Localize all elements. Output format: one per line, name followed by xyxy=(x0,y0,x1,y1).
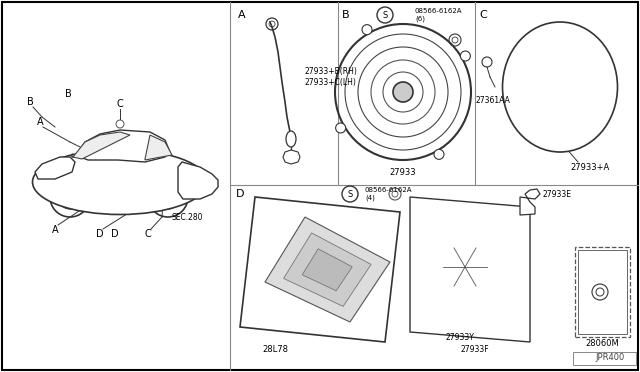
Text: 27933E: 27933E xyxy=(543,189,572,199)
Polygon shape xyxy=(284,233,371,307)
Circle shape xyxy=(460,51,470,61)
Text: A: A xyxy=(36,117,44,127)
Text: 27933F: 27933F xyxy=(461,346,490,355)
Text: C: C xyxy=(116,99,124,109)
Polygon shape xyxy=(35,157,75,179)
Bar xyxy=(575,247,630,337)
Text: D: D xyxy=(236,189,244,199)
Text: 27933+B(RH)
27933+C(LH): 27933+B(RH) 27933+C(LH) xyxy=(305,67,358,87)
Text: B: B xyxy=(342,10,349,20)
Polygon shape xyxy=(145,135,172,160)
Text: A: A xyxy=(52,225,58,235)
Text: B: B xyxy=(65,89,72,99)
Text: SEC.280: SEC.280 xyxy=(172,212,203,221)
Text: D: D xyxy=(96,229,104,239)
Text: 08566-6162A
(6): 08566-6162A (6) xyxy=(415,8,463,22)
Text: A: A xyxy=(238,10,246,20)
Polygon shape xyxy=(72,130,170,162)
Circle shape xyxy=(335,123,346,133)
Text: S: S xyxy=(348,189,353,199)
Bar xyxy=(38,168,52,176)
Polygon shape xyxy=(302,249,352,291)
Text: B: B xyxy=(27,97,33,107)
Text: 28L78: 28L78 xyxy=(262,346,288,355)
Text: S: S xyxy=(382,10,388,19)
Bar xyxy=(573,352,636,365)
Text: 27933: 27933 xyxy=(390,167,416,176)
Circle shape xyxy=(434,149,444,159)
Polygon shape xyxy=(73,132,130,159)
Text: C: C xyxy=(145,229,152,239)
Polygon shape xyxy=(410,197,530,342)
Text: 28060M: 28060M xyxy=(585,340,619,349)
Polygon shape xyxy=(265,217,390,322)
Ellipse shape xyxy=(33,150,207,215)
Polygon shape xyxy=(240,197,400,342)
Text: C: C xyxy=(479,10,487,20)
Text: 27361AA: 27361AA xyxy=(476,96,511,105)
Ellipse shape xyxy=(286,131,296,147)
Polygon shape xyxy=(178,162,218,199)
Text: 08566-6162A
(4): 08566-6162A (4) xyxy=(365,187,413,201)
Circle shape xyxy=(455,257,475,277)
Circle shape xyxy=(561,75,575,89)
Text: 27933Y: 27933Y xyxy=(445,333,474,341)
Bar xyxy=(578,250,627,334)
Text: 27933+A: 27933+A xyxy=(570,163,610,171)
Text: JPR400: JPR400 xyxy=(595,353,625,362)
Polygon shape xyxy=(283,150,300,164)
Polygon shape xyxy=(520,189,540,215)
Circle shape xyxy=(362,25,372,35)
Ellipse shape xyxy=(502,22,618,152)
Circle shape xyxy=(393,82,413,102)
Text: D: D xyxy=(111,229,119,239)
